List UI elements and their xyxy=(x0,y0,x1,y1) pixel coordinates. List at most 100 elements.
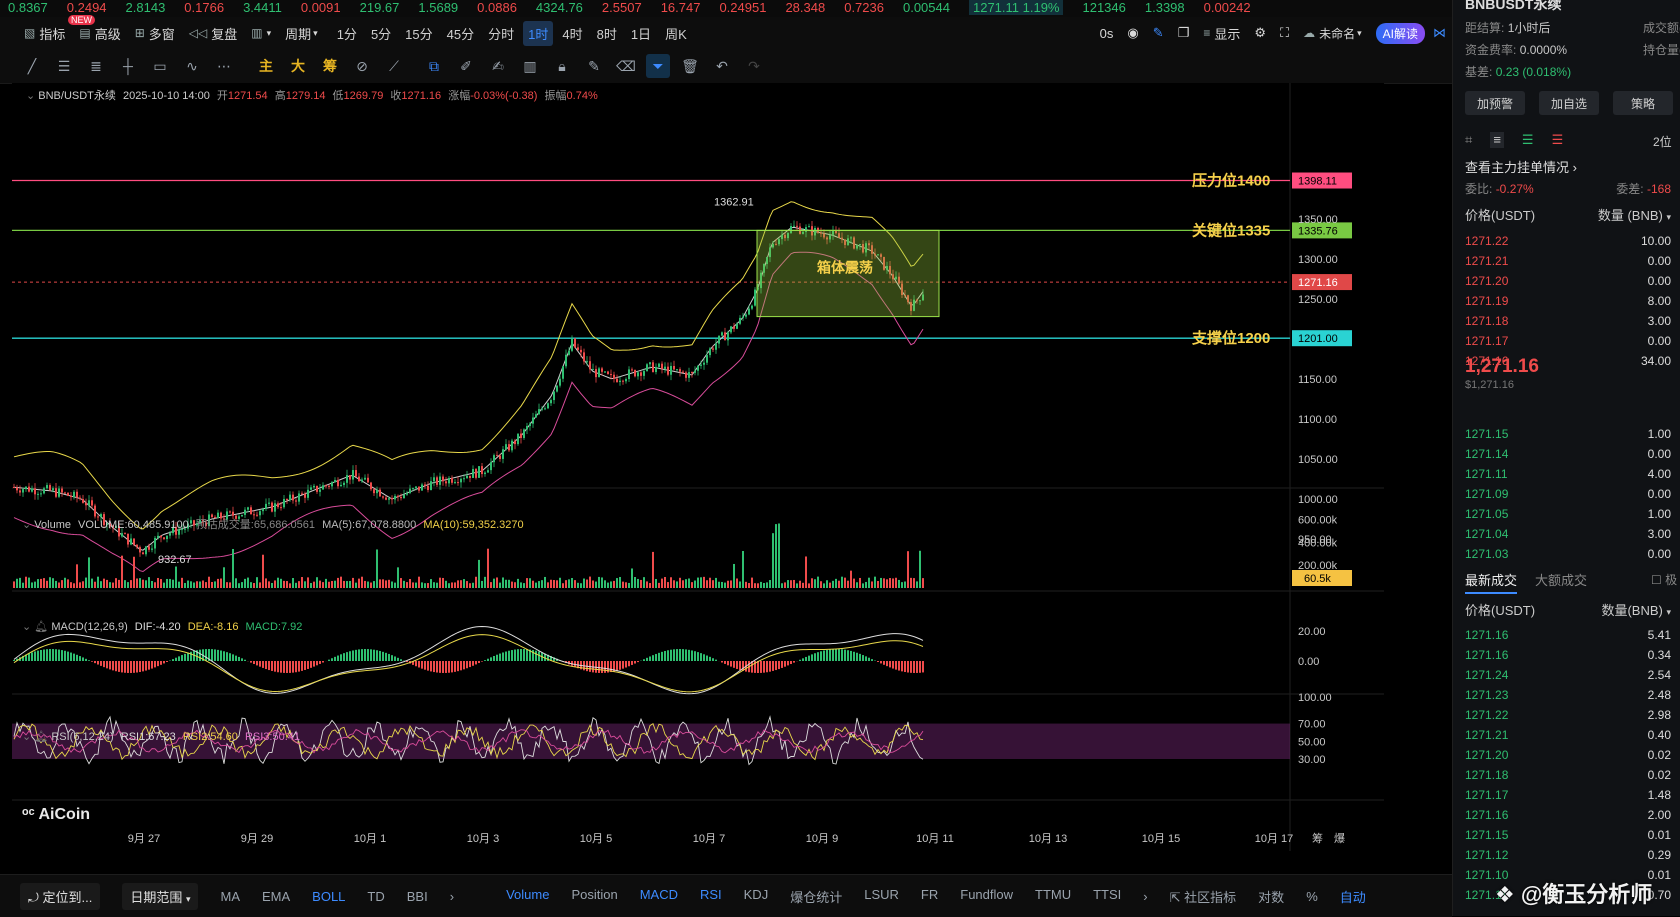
multi-window-button[interactable]: ⊞多窗 xyxy=(135,24,175,43)
pole-checkbox[interactable]: ☐ 极 xyxy=(1651,571,1677,588)
main-tool-button[interactable]: 主 xyxy=(254,54,278,78)
bell-icon[interactable]: 🔔︎ xyxy=(34,731,48,743)
indicator-爆仓统计[interactable]: 爆仓统计 xyxy=(790,887,842,906)
parallel-lines-icon[interactable]: ☰ xyxy=(52,54,76,78)
indicator-fr[interactable]: FR xyxy=(921,887,938,906)
indicator-position[interactable]: Position xyxy=(571,887,617,906)
main-orders-link[interactable]: 查看主力挂单情况 › xyxy=(1465,157,1577,176)
ticker-item[interactable]: 0.0091 xyxy=(301,0,341,15)
timeframe-5[interactable]: 1时 xyxy=(523,21,553,46)
trend-line-icon[interactable]: ╱ xyxy=(20,54,44,78)
timeframe-7[interactable]: 8时 xyxy=(592,21,622,46)
timeframe-3[interactable]: 45分 xyxy=(442,21,479,46)
chevron-right-icon[interactable]: › xyxy=(450,889,454,904)
ticker-item[interactable]: 16.747 xyxy=(661,0,701,15)
share-icon[interactable]: ⋈ xyxy=(1433,25,1446,41)
indicator-ma[interactable]: MA xyxy=(220,889,240,904)
replay-button[interactable]: ◁◁复盘 xyxy=(189,24,237,43)
ticker-item[interactable]: 0.7236 xyxy=(844,0,884,15)
indicator-rsi[interactable]: RSI xyxy=(700,887,722,906)
indicator-ttmu[interactable]: TTMU xyxy=(1035,887,1071,906)
ticker-item[interactable]: 3.4411 xyxy=(243,0,282,15)
filter-icon[interactable]: ⏷ xyxy=(646,54,670,78)
book-both-icon[interactable]: ⌗ xyxy=(1465,132,1472,148)
more-icon[interactable]: ⋯ xyxy=(212,54,236,78)
ticker-item[interactable]: 28.348 xyxy=(785,0,825,15)
ticker-item[interactable]: 0.1766 xyxy=(184,0,224,15)
display-button[interactable]: ≡显示 xyxy=(1203,24,1240,43)
indicator-volume[interactable]: Volume xyxy=(506,887,549,906)
measure-icon[interactable]: ⟋ xyxy=(382,54,406,78)
collapse-icon[interactable]: ⌄ xyxy=(22,519,31,531)
ticker-item[interactable]: 4324.76 xyxy=(536,0,583,15)
collapse-icon[interactable]: ⌄ xyxy=(26,90,35,102)
tab-large-trades[interactable]: 大额成交 xyxy=(1535,570,1587,594)
indicator-kdj[interactable]: KDJ xyxy=(744,887,769,906)
ticker-item[interactable]: 1271.11 1.19% xyxy=(969,0,1064,15)
timeframe-1[interactable]: 5分 xyxy=(366,21,396,46)
lock-icon[interactable]: 🔒︎ xyxy=(550,54,574,78)
eraser-icon[interactable]: ⌫ xyxy=(614,54,638,78)
bars-icon[interactable]: ▥ xyxy=(518,54,542,78)
select-icon[interactable]: ⧉ xyxy=(422,54,446,78)
wave-icon[interactable]: ∿ xyxy=(180,54,204,78)
collapse-icon[interactable]: ⌄ xyxy=(22,621,31,633)
timeframe-4[interactable]: 分时 xyxy=(483,21,519,46)
date-range-button[interactable]: 日期范围 ▾ xyxy=(122,883,198,910)
chart-type-button[interactable]: ▥▾ xyxy=(251,26,271,40)
timeframe-9[interactable]: 周K xyxy=(660,21,692,46)
ticker-item[interactable]: 2.8143 xyxy=(126,0,166,15)
ruler-icon[interactable]: ✐ xyxy=(454,54,478,78)
indicator-button[interactable]: ▧ 指标 NEW xyxy=(24,24,65,43)
magnet-icon[interactable]: ⊘ xyxy=(350,54,374,78)
strategy-button[interactable]: 策略 xyxy=(1613,91,1673,115)
book-split-icon[interactable]: ≡ xyxy=(1490,132,1504,148)
period-button[interactable]: 周期▾ xyxy=(285,24,318,43)
ticker-item[interactable]: 219.67 xyxy=(360,0,400,15)
add-alert-button[interactable]: 加预警 xyxy=(1465,91,1525,115)
chips-tool-button[interactable]: 筹 xyxy=(318,54,342,78)
ticker-item[interactable]: 0.8367 xyxy=(8,0,48,15)
timeframe-6[interactable]: 4时 xyxy=(557,21,587,46)
layout-save-button[interactable]: ☁未命名▾ xyxy=(1303,25,1362,42)
gear-icon[interactable]: ⚙ xyxy=(1254,25,1266,41)
trade-unit-select[interactable]: 数量(BNB) ▾ xyxy=(1601,600,1671,619)
copy-icon[interactable]: ❐ xyxy=(1178,25,1190,41)
auto-toggle[interactable]: 自动 xyxy=(1340,887,1366,906)
fullscreen-icon[interactable]: ⛶ xyxy=(1280,25,1289,41)
ai-button[interactable]: AI解读 xyxy=(1376,23,1425,44)
pen-icon[interactable]: ✎ xyxy=(1153,25,1164,41)
horizontal-line-icon[interactable]: ┼ xyxy=(116,54,140,78)
indicator-lsur[interactable]: LSUR xyxy=(864,887,899,906)
indicator-ttsi[interactable]: TTSI xyxy=(1093,887,1121,906)
add-watchlist-button[interactable]: 加自选 xyxy=(1539,91,1599,115)
community-indicator-button[interactable]: ⇱ 社区指标 xyxy=(1170,887,1237,906)
locate-button[interactable]: ⤾ 定位到... xyxy=(20,883,100,910)
book-asks-icon[interactable]: ☰ xyxy=(1552,132,1564,148)
big-tool-button[interactable]: 大 xyxy=(286,54,310,78)
percent-toggle[interactable]: % xyxy=(1306,889,1318,904)
tab-latest-trades[interactable]: 最新成交 xyxy=(1465,570,1517,594)
ticker-item[interactable]: 1.5689 xyxy=(418,0,458,15)
collapse-icon[interactable]: ⌄ xyxy=(22,731,31,743)
channel-icon[interactable]: ≣ xyxy=(84,54,108,78)
undo-icon[interactable]: ↶ xyxy=(710,54,734,78)
